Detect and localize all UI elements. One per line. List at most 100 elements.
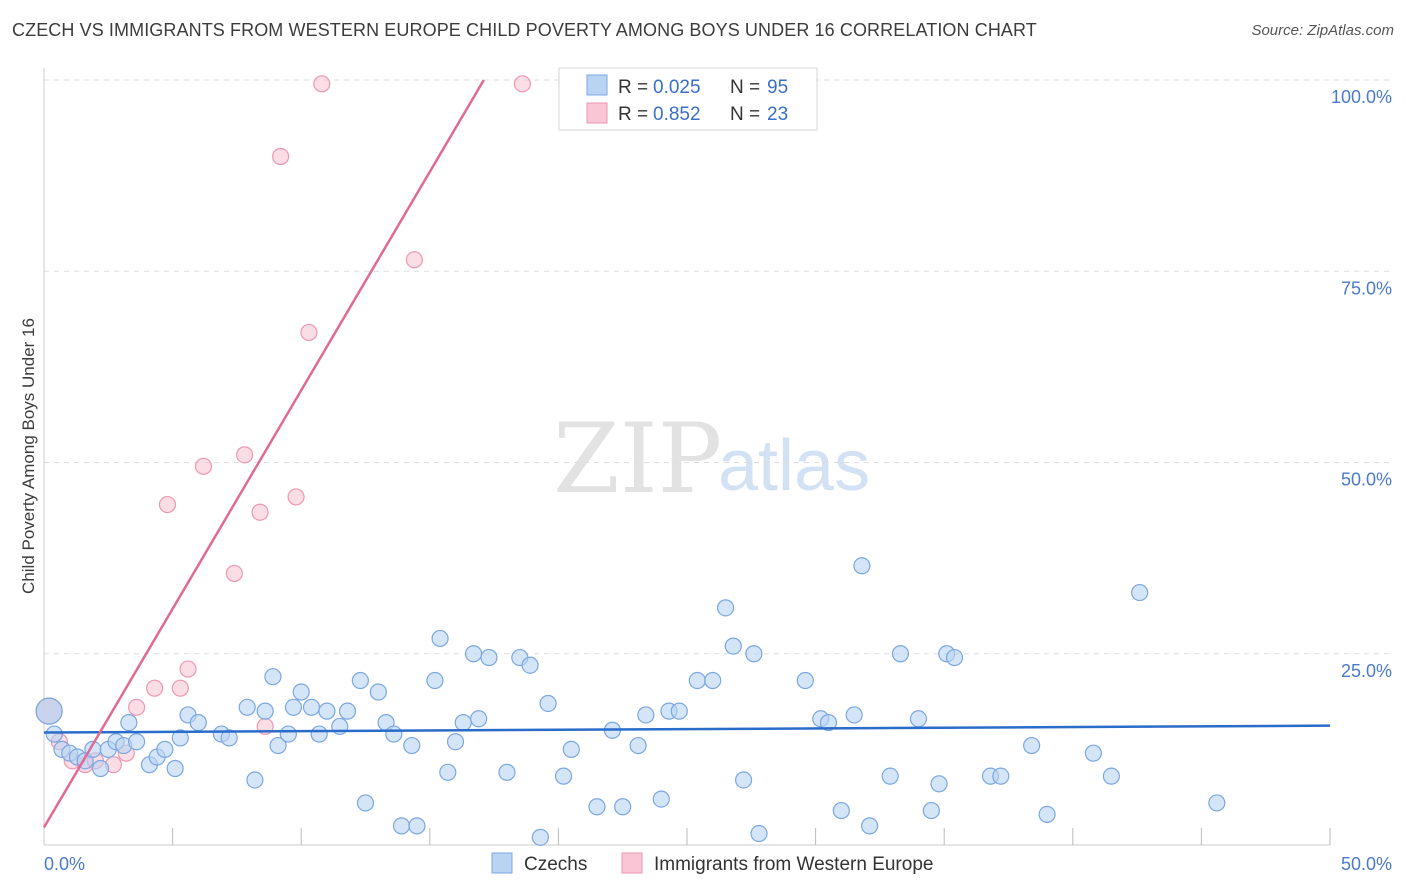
czechs-point bbox=[120, 713, 138, 732]
legend-czech-n-label: N = bbox=[730, 77, 760, 98]
czechs-point bbox=[945, 648, 964, 667]
czechs-point bbox=[171, 729, 189, 747]
czechs-point bbox=[734, 771, 753, 789]
x-tick-label-min: 0.0% bbox=[44, 854, 85, 874]
czechs-point bbox=[652, 790, 670, 808]
czechs-point bbox=[922, 801, 940, 820]
immigrants-point bbox=[127, 698, 146, 716]
y-tick-label: 25.0% bbox=[1341, 661, 1392, 681]
czechs-point bbox=[392, 817, 411, 835]
czechs-point bbox=[284, 698, 303, 716]
legend-imm-n-label: N = bbox=[730, 104, 760, 125]
czechs-point bbox=[385, 725, 403, 743]
czechs-point bbox=[439, 763, 457, 781]
czechs-point bbox=[269, 736, 287, 755]
czechs-point bbox=[91, 759, 110, 778]
legend-imm-n-value: 23 bbox=[767, 104, 788, 125]
czechs-point bbox=[470, 710, 488, 728]
czechs-point bbox=[403, 736, 421, 755]
legend-czech-r-label: R = bbox=[618, 77, 648, 98]
czechs-point bbox=[369, 683, 387, 701]
czechs-point bbox=[845, 706, 863, 724]
czechs-point bbox=[637, 706, 655, 724]
czechs-point bbox=[832, 801, 850, 820]
czechs-point bbox=[1208, 794, 1226, 812]
czechs-point bbox=[614, 798, 632, 816]
czechs-point bbox=[338, 702, 357, 720]
legend-czech-r-value: 0.025 bbox=[653, 77, 701, 98]
y-tick-labels: 100.0% 75.0% 50.0% 25.0% bbox=[1331, 87, 1392, 681]
czechs-point bbox=[796, 671, 814, 690]
czechs-point bbox=[819, 713, 838, 732]
czechs-point bbox=[930, 775, 948, 793]
czechs-point bbox=[431, 629, 449, 648]
czechs-point bbox=[292, 683, 310, 701]
immigrants-point bbox=[145, 679, 164, 697]
czechs-point bbox=[166, 759, 184, 778]
x-tick-label-max: 50.0% bbox=[1341, 854, 1392, 874]
czechs-point bbox=[189, 713, 207, 732]
immigrants-point bbox=[513, 75, 531, 93]
czechs-point bbox=[861, 817, 879, 835]
legend-czech-n-value: 95 bbox=[767, 77, 788, 98]
czechs-point bbox=[279, 725, 297, 743]
czechs-point bbox=[238, 698, 256, 716]
legend-imm-r-label: R = bbox=[618, 104, 648, 125]
bottom-legend-imm-swatch bbox=[621, 852, 643, 874]
czechs-point bbox=[670, 702, 688, 720]
czechs-point bbox=[356, 794, 375, 812]
czechs-trend-line bbox=[43, 724, 1331, 734]
chart-title: CZECH VS IMMIGRANTS FROM WESTERN EUROPE … bbox=[12, 20, 1037, 40]
czechs-point bbox=[264, 668, 282, 686]
x-ticks bbox=[172, 828, 1331, 845]
czechs-point bbox=[1102, 767, 1120, 785]
immigrants-point bbox=[194, 457, 213, 475]
czechs-point bbox=[704, 671, 722, 690]
czechs-point bbox=[531, 828, 549, 846]
watermark: ZIP atlas bbox=[553, 403, 870, 515]
czechs-point bbox=[464, 645, 483, 663]
immigrants-trend-line bbox=[42, 79, 485, 829]
czechs-point bbox=[1038, 805, 1056, 824]
stats-legend: R = 0.025 N = 95 R = 0.852 N = 23 bbox=[558, 67, 818, 131]
legend-imm-r-value: 0.852 bbox=[653, 104, 701, 125]
czechs-point bbox=[246, 771, 264, 789]
czechs-point bbox=[992, 767, 1010, 785]
czechs-point bbox=[156, 740, 174, 758]
legend-czech-swatch bbox=[586, 74, 608, 96]
czechs-point bbox=[351, 671, 369, 690]
czechs-point bbox=[853, 557, 871, 575]
czechs-point bbox=[310, 725, 328, 743]
czechs-point bbox=[426, 671, 444, 690]
bottom-legend-czech-swatch bbox=[491, 852, 513, 874]
immigrants-point bbox=[236, 446, 254, 464]
czechs-point bbox=[1023, 736, 1041, 755]
immigrants-point bbox=[179, 660, 197, 678]
czechs-points bbox=[35, 557, 1226, 846]
czechs-point bbox=[539, 694, 557, 713]
immigrants-point bbox=[405, 251, 423, 269]
czechs-point bbox=[446, 733, 465, 751]
immigrants-point bbox=[251, 503, 269, 521]
immigrants-point bbox=[287, 488, 305, 506]
czechs-point bbox=[454, 713, 472, 732]
czechs-point bbox=[220, 729, 238, 747]
czechs-point bbox=[881, 767, 899, 785]
grid bbox=[44, 79, 1392, 655]
czechs-point bbox=[408, 817, 426, 835]
czechs-point bbox=[45, 725, 63, 743]
czechs-point bbox=[35, 697, 63, 725]
y-tick-label: 75.0% bbox=[1341, 278, 1392, 298]
czechs-point bbox=[318, 702, 336, 720]
legend-imm-swatch bbox=[586, 102, 608, 124]
immigrants-point bbox=[300, 323, 318, 342]
czechs-point bbox=[629, 736, 647, 755]
bottom-legend-imm-label: Immigrants from Western Europe bbox=[654, 854, 933, 875]
czechs-point bbox=[127, 733, 146, 751]
immigrants-points bbox=[35, 75, 531, 774]
czechs-point bbox=[750, 824, 768, 843]
y-axis-label: Child Poverty Among Boys Under 16 bbox=[19, 318, 38, 594]
watermark-zip: ZIP bbox=[553, 403, 722, 515]
series-legend: Czechs Immigrants from Western Europe bbox=[491, 852, 933, 875]
czechs-point bbox=[1084, 744, 1102, 762]
